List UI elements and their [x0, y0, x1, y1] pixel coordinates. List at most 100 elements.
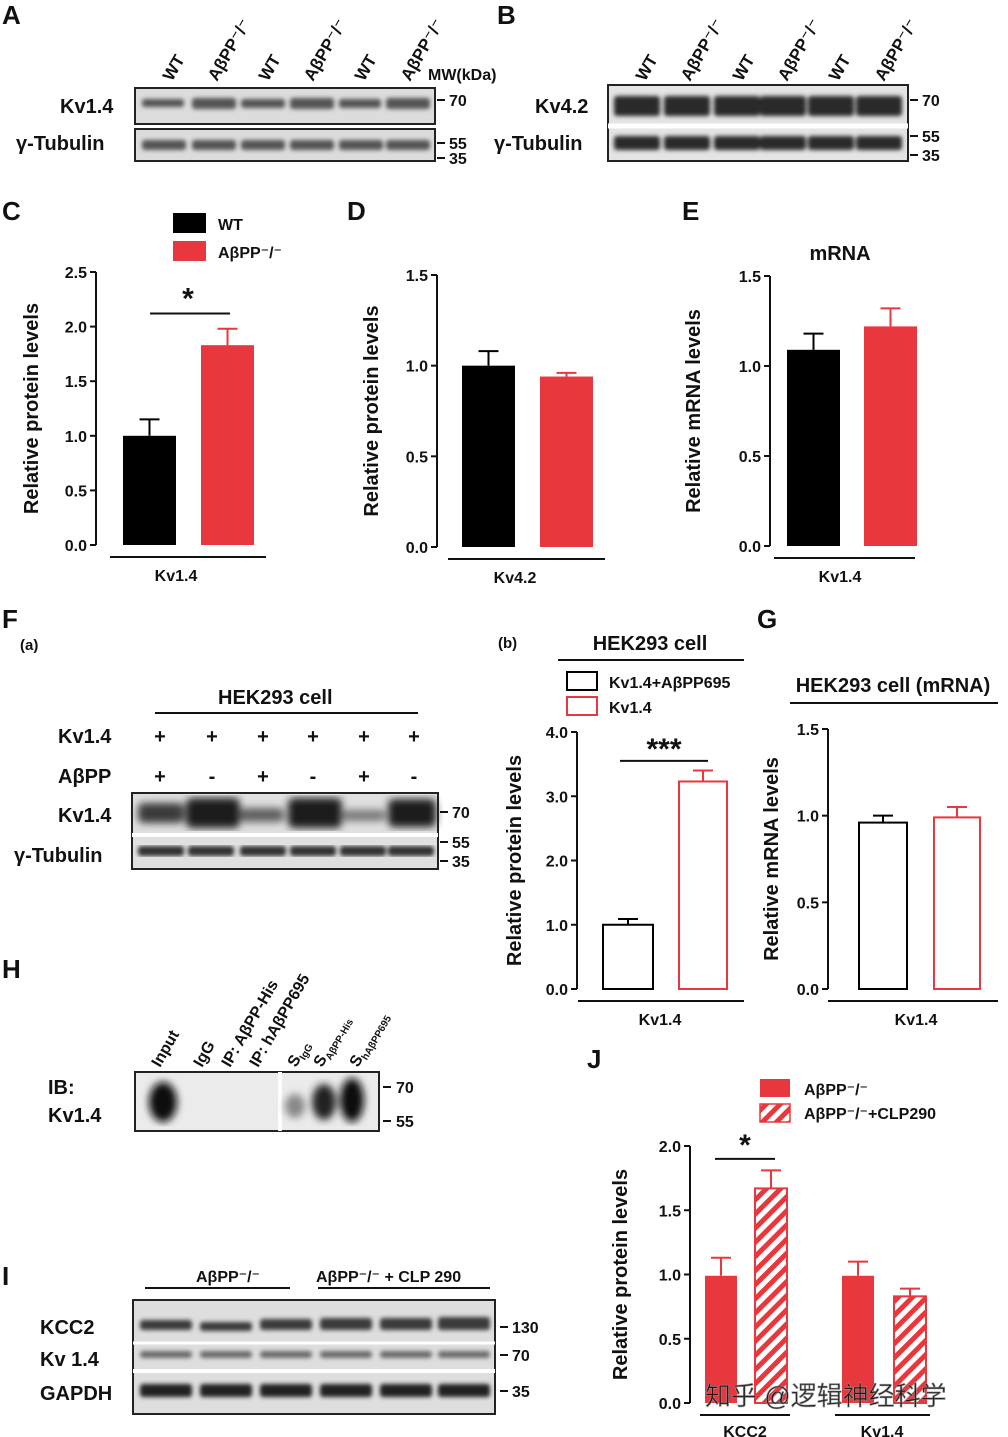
panel-letter-a: A [2, 0, 21, 30]
y-tick-label: 0.0 [546, 982, 568, 999]
charts-layer: 0.0 0.5 1.0 1.5 2.0 2.5 Relative protein level… [21, 213, 998, 1437]
mw-marker: 55 [449, 136, 467, 153]
bar [842, 1275, 874, 1403]
blot-band [192, 140, 236, 150]
sign: + [257, 726, 269, 748]
y-tick-label: 1.5 [406, 268, 428, 285]
x-category-label: KCC2 [723, 1424, 767, 1437]
blot-band [240, 808, 284, 822]
blot-band [241, 140, 285, 150]
row-label: KCC2 [40, 1317, 94, 1339]
blot-band [380, 1384, 432, 1397]
sign: - [411, 766, 418, 788]
blot-band [388, 846, 434, 856]
blot-band [339, 140, 383, 150]
mw-marker: 55 [452, 835, 470, 852]
blot-band [290, 98, 334, 109]
lane-label: WT [351, 51, 381, 84]
y-tick-label: 1.5 [797, 722, 819, 739]
row-label: Kv1.4 [58, 805, 112, 827]
blot-band [714, 96, 760, 116]
lane-label: AβPP⁻/⁻ [204, 16, 254, 84]
blot-band [288, 798, 342, 828]
x-category-label: Kv1.4 [155, 568, 198, 585]
blot-band [386, 140, 430, 150]
bar [602, 923, 654, 990]
y-tick-label: 0.0 [659, 1396, 681, 1413]
panel-letter-e: E [682, 196, 699, 226]
bar [893, 1295, 927, 1404]
lane-label: WT [729, 51, 759, 84]
sign: + [257, 766, 269, 788]
x-category-label: Kv1.4 [639, 1012, 682, 1029]
lane-label: AβPP⁻/⁻ [774, 16, 824, 84]
panel-h-blot: Input IgG IP: AβPP-His IP: hAβPP695 SIgG… [48, 971, 414, 1132]
lane-label: AβPP⁻/⁻ [300, 16, 350, 84]
lane-label: SIgG [285, 1038, 316, 1072]
panel-letter-d: D [347, 196, 366, 226]
y-tick-label: 3.0 [546, 789, 568, 806]
y-tick-label: 1.0 [65, 429, 87, 446]
panel-a-lane-labels: WT AβPP⁻/⁻ WT AβPP⁻/⁻ WT AβPP⁻/⁻ [159, 16, 447, 84]
chart-title: HEK293 cell [593, 633, 708, 655]
sign: + [154, 766, 166, 788]
blot-band [438, 1351, 490, 1358]
mw-marker: 55 [396, 1114, 414, 1131]
bar [540, 376, 593, 547]
bar [678, 780, 728, 990]
blot-band [186, 798, 240, 828]
row-label: γ-Tubulin [494, 133, 583, 155]
row-label: Kv1.4 [58, 726, 112, 748]
blot-band [386, 98, 430, 109]
group-label: AβPP⁻/⁻ [196, 1269, 260, 1286]
group-label: AβPP⁻/⁻ + CLP 290 [316, 1269, 461, 1286]
sign: + [307, 726, 319, 748]
panel-letter-c: C [2, 196, 21, 226]
bar [864, 326, 917, 546]
bar [123, 435, 176, 545]
blot-header: HEK293 cell [218, 687, 333, 709]
sub-label: (b) [498, 635, 517, 652]
y-axis-label: Relative protein levels [361, 305, 383, 516]
blot-band [760, 96, 806, 116]
y-tick-label: 1.5 [65, 374, 87, 391]
blot-band [192, 98, 236, 109]
sign: + [408, 726, 420, 748]
lane-label: WT [825, 51, 855, 84]
sign: + [206, 726, 218, 748]
blot-band [339, 99, 381, 108]
bar [754, 1187, 788, 1405]
lane-label: WT [632, 51, 662, 84]
lane-label: AβPP⁻/⁻ [677, 16, 727, 84]
blot-band [138, 803, 184, 823]
ib-label: IB: [48, 1077, 75, 1099]
panel-letter-b: B [497, 0, 516, 30]
lane-label: WT [159, 51, 189, 84]
lane-label: ShAβPP695 [347, 1009, 395, 1071]
sign: - [209, 766, 216, 788]
lane-label: Input [149, 1027, 184, 1070]
blot-band [142, 140, 186, 150]
panel-i-blot: AβPP⁻/⁻ AβPP⁻/⁻ + CLP 290 KCC2 Kv 1.4 GA… [40, 1269, 539, 1415]
x-category-label: Kv1.4 [895, 1012, 938, 1029]
blot-band [438, 1384, 490, 1397]
blot-band [200, 1384, 252, 1397]
legend-swatch [760, 1079, 790, 1097]
bar [705, 1275, 737, 1403]
x-category-label: Kv4.2 [494, 570, 537, 587]
blot-band [260, 1384, 312, 1397]
y-tick-label: 0.0 [65, 538, 87, 555]
sign: - [310, 766, 317, 788]
sign: + [154, 726, 166, 748]
y-axis-label: Relative protein levels [504, 755, 526, 966]
blot-band [285, 1094, 305, 1118]
y-tick-label: 2.0 [65, 320, 87, 337]
blot-band [808, 96, 854, 116]
mw-marker: 35 [449, 151, 467, 168]
blot-band [380, 1351, 432, 1358]
panel-letter-f: F [2, 604, 18, 634]
blot-band [856, 96, 902, 116]
blot-band [188, 846, 234, 856]
legend-label: Kv1.4 [609, 700, 652, 717]
